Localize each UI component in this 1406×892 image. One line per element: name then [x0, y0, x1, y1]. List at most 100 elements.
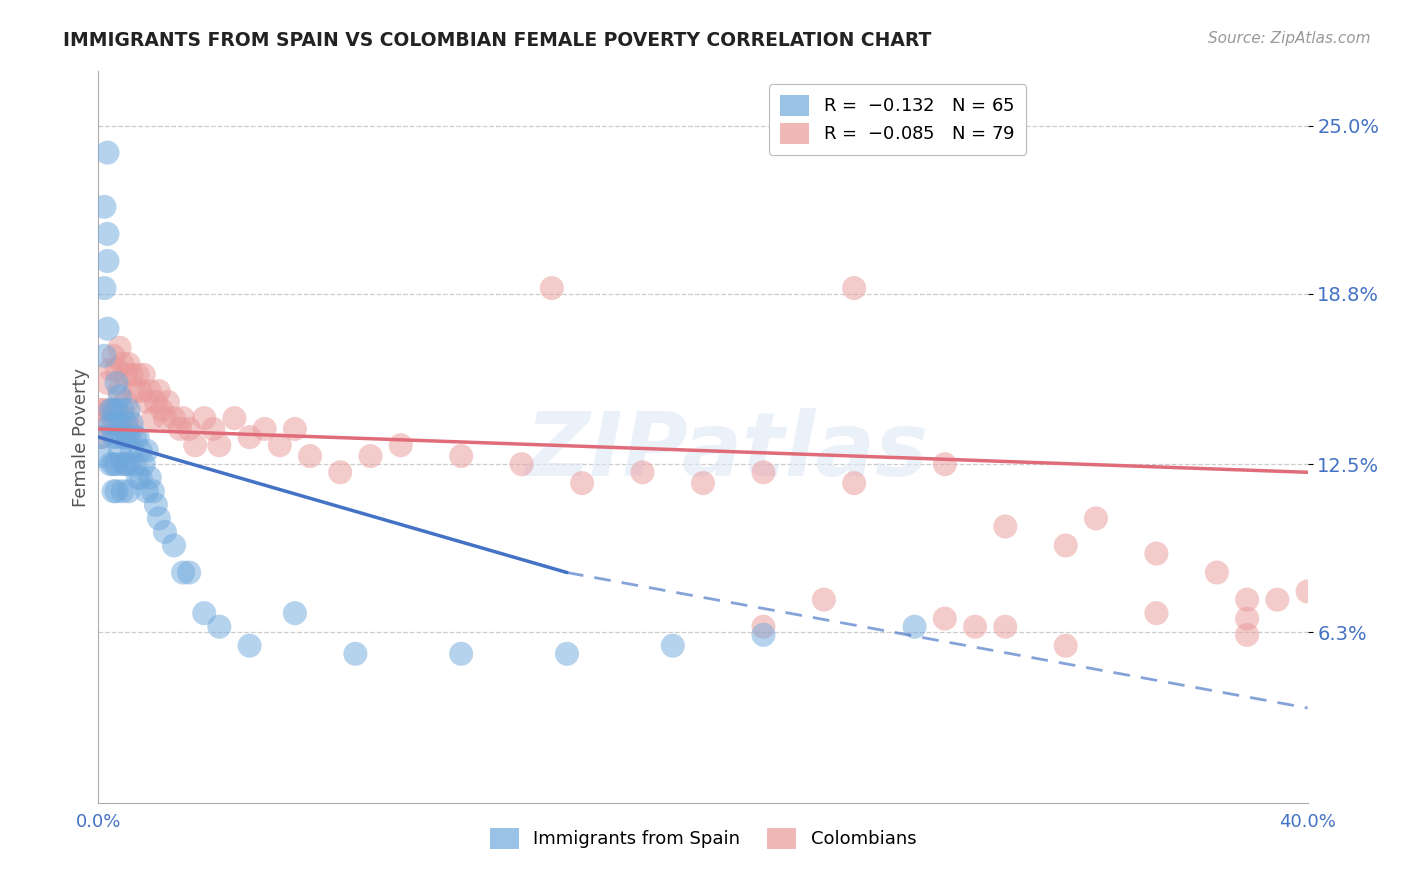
- Point: [208, 620, 231, 634]
- Point: [135, 443, 157, 458]
- Point: [96, 254, 118, 268]
- Point: [124, 384, 146, 398]
- Point: [156, 395, 179, 409]
- Point: [344, 647, 367, 661]
- Point: [965, 620, 987, 634]
- Point: [450, 647, 472, 661]
- Text: ZIPatlas: ZIPatlas: [526, 409, 929, 495]
- Point: [994, 519, 1017, 533]
- Point: [121, 443, 143, 458]
- Point: [124, 457, 146, 471]
- Point: [108, 384, 131, 398]
- Point: [450, 449, 472, 463]
- Point: [127, 471, 149, 485]
- Point: [284, 422, 307, 436]
- Point: [163, 538, 186, 552]
- Point: [202, 422, 225, 436]
- Point: [111, 403, 134, 417]
- Point: [111, 457, 134, 471]
- Point: [153, 524, 176, 539]
- Point: [103, 484, 125, 499]
- Point: [145, 395, 167, 409]
- Point: [100, 457, 122, 471]
- Point: [96, 227, 118, 241]
- Point: [329, 465, 352, 479]
- Text: Source: ZipAtlas.com: Source: ZipAtlas.com: [1208, 31, 1371, 46]
- Point: [169, 422, 191, 436]
- Text: IMMIGRANTS FROM SPAIN VS COLOMBIAN FEMALE POVERTY CORRELATION CHART: IMMIGRANTS FROM SPAIN VS COLOMBIAN FEMAL…: [63, 31, 932, 50]
- Point: [114, 368, 136, 382]
- Point: [139, 384, 162, 398]
- Point: [90, 449, 112, 463]
- Point: [224, 411, 246, 425]
- Point: [163, 411, 186, 425]
- Point: [1296, 584, 1319, 599]
- Point: [129, 471, 152, 485]
- Point: [1236, 628, 1258, 642]
- Point: [96, 145, 118, 160]
- Point: [752, 620, 775, 634]
- Point: [111, 357, 134, 371]
- Point: [103, 349, 125, 363]
- Point: [1054, 538, 1077, 552]
- Point: [118, 411, 141, 425]
- Point: [692, 37, 714, 52]
- Point: [100, 417, 122, 431]
- Point: [100, 403, 122, 417]
- Point: [934, 457, 956, 471]
- Point: [1085, 511, 1108, 525]
- Point: [540, 281, 562, 295]
- Point: [360, 449, 382, 463]
- Point: [172, 566, 194, 580]
- Point: [661, 639, 683, 653]
- Point: [93, 200, 115, 214]
- Point: [389, 438, 412, 452]
- Point: [148, 511, 170, 525]
- Point: [904, 620, 927, 634]
- Point: [193, 606, 215, 620]
- Point: [150, 403, 173, 417]
- Point: [145, 498, 167, 512]
- Point: [105, 362, 128, 376]
- Point: [100, 403, 122, 417]
- Point: [239, 430, 262, 444]
- Point: [239, 639, 262, 653]
- Point: [108, 389, 131, 403]
- Point: [139, 471, 162, 485]
- Point: [103, 430, 125, 444]
- Point: [135, 484, 157, 499]
- Point: [132, 368, 155, 382]
- Point: [692, 476, 714, 491]
- Point: [129, 384, 152, 398]
- Point: [148, 384, 170, 398]
- Point: [127, 368, 149, 382]
- Point: [105, 417, 128, 431]
- Point: [118, 357, 141, 371]
- Point: [108, 417, 131, 431]
- Point: [111, 484, 134, 499]
- Point: [105, 457, 128, 471]
- Point: [105, 484, 128, 499]
- Point: [100, 362, 122, 376]
- Point: [108, 443, 131, 458]
- Point: [103, 417, 125, 431]
- Point: [752, 465, 775, 479]
- Point: [172, 411, 194, 425]
- Point: [105, 403, 128, 417]
- Point: [111, 430, 134, 444]
- Point: [813, 592, 835, 607]
- Point: [114, 430, 136, 444]
- Point: [555, 647, 578, 661]
- Point: [253, 422, 276, 436]
- Point: [142, 484, 165, 499]
- Point: [135, 395, 157, 409]
- Point: [1236, 611, 1258, 625]
- Point: [96, 376, 118, 390]
- Point: [269, 438, 291, 452]
- Point: [1267, 592, 1289, 607]
- Point: [111, 411, 134, 425]
- Point: [844, 476, 866, 491]
- Legend: Immigrants from Spain, Colombians: Immigrants from Spain, Colombians: [482, 821, 924, 856]
- Point: [193, 411, 215, 425]
- Point: [118, 484, 141, 499]
